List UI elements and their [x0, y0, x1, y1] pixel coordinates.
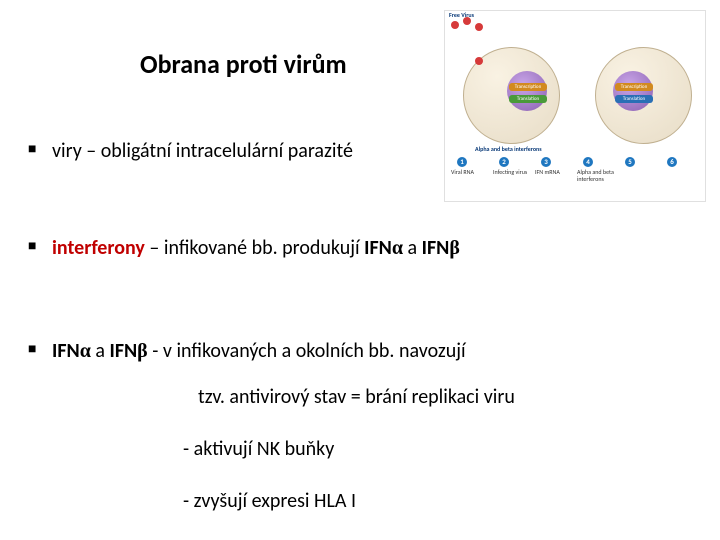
virus-icon	[475, 23, 483, 31]
sub-bullet-1: tzv. antivirový stav = brání replikaci v…	[198, 383, 688, 411]
caption-free-virus: Free Virus	[449, 11, 474, 19]
bullet-list: viry – obligátní intracelulární parazité…	[28, 138, 688, 515]
bar-transcription-right: Transcription	[615, 83, 653, 91]
nucleus-right	[613, 71, 653, 111]
ifn-label: IFN	[422, 236, 450, 260]
sub-bullet-2: - aktivují NK buňky	[183, 435, 688, 463]
bullet-3-rest: - v infikovaných a okolních bb. navozují	[148, 339, 466, 363]
greek-beta: β	[449, 237, 460, 259]
bar-transcription-left: Transcription	[509, 83, 547, 91]
greek-beta: β	[137, 340, 148, 362]
bullet-2-text-a: – infikované bb. produkují	[145, 236, 364, 260]
nucleus-left	[507, 71, 547, 111]
page-title: Obrana proti virům	[140, 48, 347, 80]
bullet-1-text: viry – obligátní intracelulární parazité	[52, 139, 353, 163]
ifn-label: IFN	[364, 236, 392, 260]
bullet-3-mid: a	[91, 339, 110, 363]
ifn-label: IFN	[52, 339, 80, 363]
bullet-2-accent: interferony	[52, 236, 145, 260]
ifn-label: IFN	[109, 339, 137, 363]
bullet-3: IFNα a IFNβ - v infikovaných a okolních …	[28, 338, 688, 365]
bullet-2-mid: a	[403, 236, 422, 260]
bullet-1: viry – obligátní intracelulární parazité	[28, 138, 688, 165]
slide: Obrana proti virům Transcription Transla…	[0, 0, 720, 540]
greek-alpha: α	[80, 340, 91, 362]
bar-translation-right: Translation	[615, 95, 653, 103]
virus-icon	[475, 57, 483, 65]
sub-bullet-3: - zvyšují expresi HLA I	[183, 487, 688, 515]
bar-translation-left: Translation	[509, 95, 547, 103]
bullet-2: interferony – infikované bb. produkují I…	[28, 235, 688, 262]
greek-alpha: α	[392, 237, 403, 259]
virus-icon	[451, 21, 459, 29]
